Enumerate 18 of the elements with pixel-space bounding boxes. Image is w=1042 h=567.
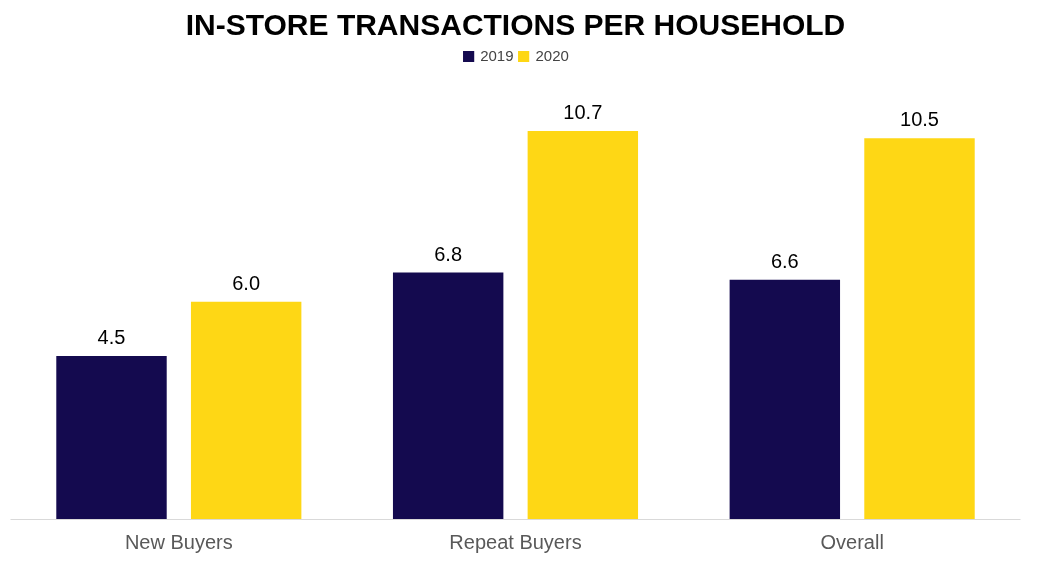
data-label: 10.5 [900, 108, 939, 131]
bar [392, 272, 504, 520]
data-label: 6.6 [770, 249, 799, 272]
data-label: 4.5 [97, 326, 126, 349]
data-label: 6.8 [434, 242, 463, 265]
x-tick-label: Overall [820, 530, 884, 553]
bar [56, 356, 167, 520]
x-tick-label: New Buyers [124, 530, 233, 553]
bar [527, 130, 639, 520]
legend-label: 2020 [535, 47, 569, 64]
bar [729, 279, 841, 520]
bar [190, 301, 302, 520]
data-label: 6.0 [232, 271, 261, 294]
x-tick-label: Repeat Buyers [449, 530, 582, 553]
chart-title: IN-STORE TRANSACTIONS PER HOUSEHOLD [185, 7, 846, 41]
data-label: 10.7 [563, 100, 603, 123]
legend-label: 2019 [480, 47, 514, 64]
bar [864, 138, 975, 520]
